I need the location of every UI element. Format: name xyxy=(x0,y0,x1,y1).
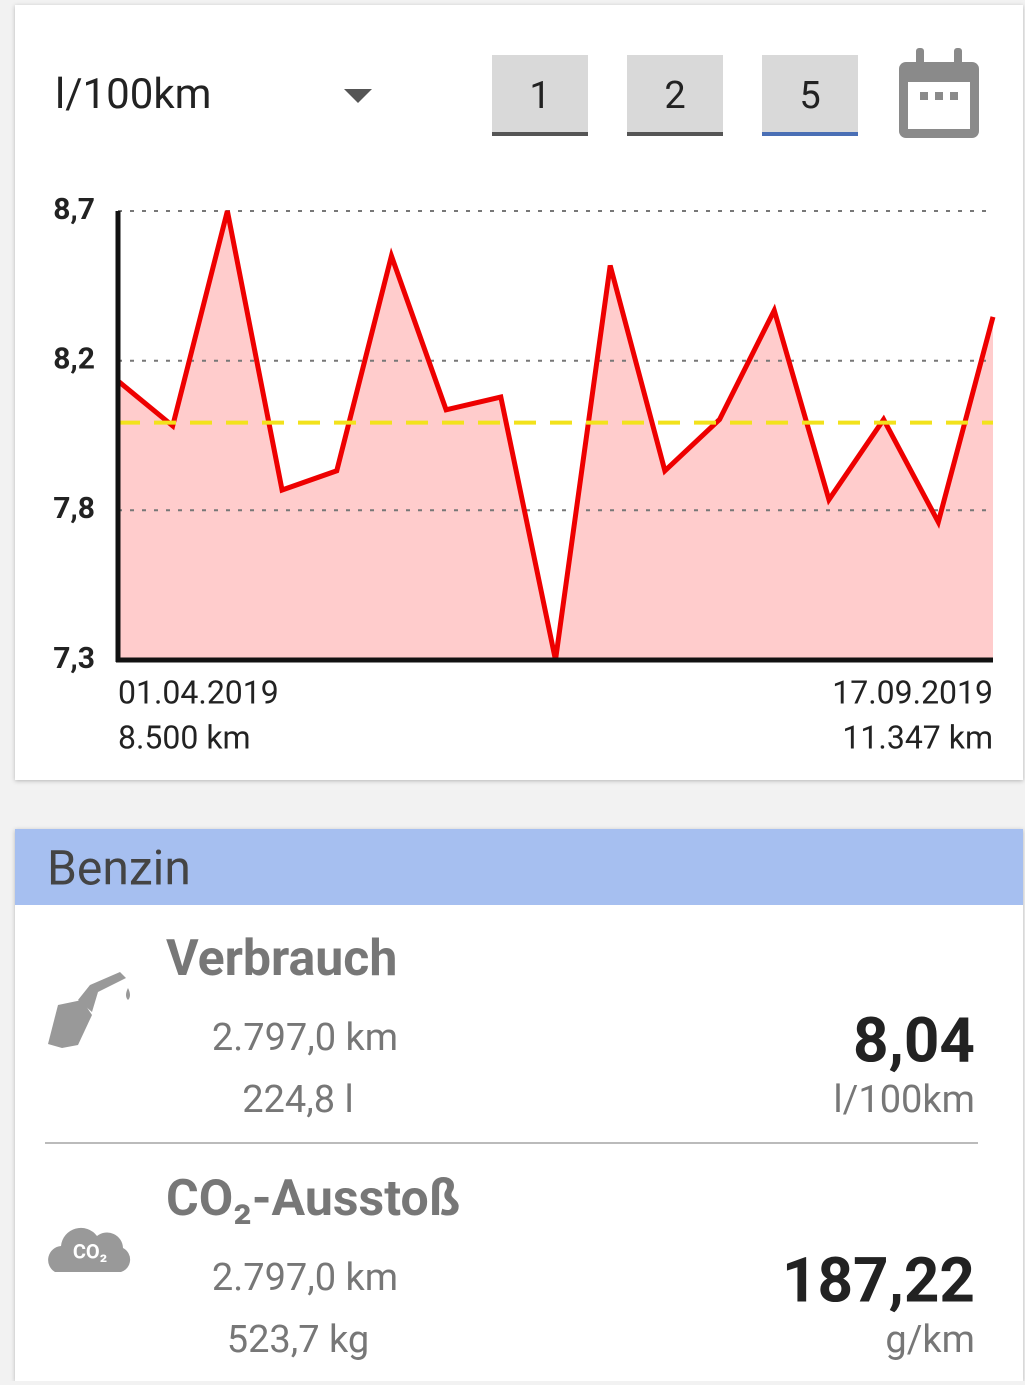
y-tick-label: 7,3 xyxy=(53,641,95,676)
row-title: CO₂-Ausstoß xyxy=(166,1170,460,1228)
summary-card xyxy=(15,829,1023,1381)
row-value: 187,22 xyxy=(782,1244,975,1317)
row-title: Verbrauch xyxy=(166,930,397,988)
row-amount: 523,7 kg xyxy=(227,1318,370,1362)
row-distance: 2.797,0 km xyxy=(212,1256,398,1300)
co2-icon: CO₂ xyxy=(48,1227,131,1272)
x-tick-sublabel: 11.347 km xyxy=(842,718,993,756)
range-button-label[interactable]: 2 xyxy=(664,74,685,118)
dropdown-arrow[interactable] xyxy=(344,89,372,103)
row-unit: g/km xyxy=(885,1318,975,1362)
row-unit: l/100km xyxy=(833,1078,975,1122)
unit-selector[interactable]: l/100km xyxy=(55,70,211,119)
range-button-label[interactable]: 1 xyxy=(529,74,550,118)
row-value: 8,04 xyxy=(853,1004,975,1077)
range-button[interactable] xyxy=(627,55,723,135)
range-button-underline xyxy=(627,132,723,136)
range-button-underline xyxy=(492,132,588,136)
x-tick-sublabel: 8.500 km xyxy=(118,718,251,756)
x-tick-label: 01.04.2019 xyxy=(118,673,279,711)
y-tick-label: 7,8 xyxy=(53,491,95,526)
x-tick-label: 17.09.2019 xyxy=(832,673,993,711)
y-tick-label: 8,7 xyxy=(53,192,95,227)
co2-icon-text: CO₂ xyxy=(73,1239,107,1263)
fuel-header xyxy=(15,829,1023,905)
y-tick-label: 8,2 xyxy=(53,342,95,377)
range-button-label[interactable]: 5 xyxy=(799,74,820,118)
row-amount: 224,8 l xyxy=(242,1078,354,1122)
range-button-underline xyxy=(762,132,858,136)
calendar-button[interactable] xyxy=(899,48,979,138)
range-button[interactable] xyxy=(762,55,858,135)
fuel-name: Benzin xyxy=(47,840,191,897)
fuel-icon xyxy=(48,972,130,1048)
area xyxy=(118,211,993,660)
range-button[interactable] xyxy=(492,55,588,135)
row-distance: 2.797,0 km xyxy=(212,1016,398,1060)
